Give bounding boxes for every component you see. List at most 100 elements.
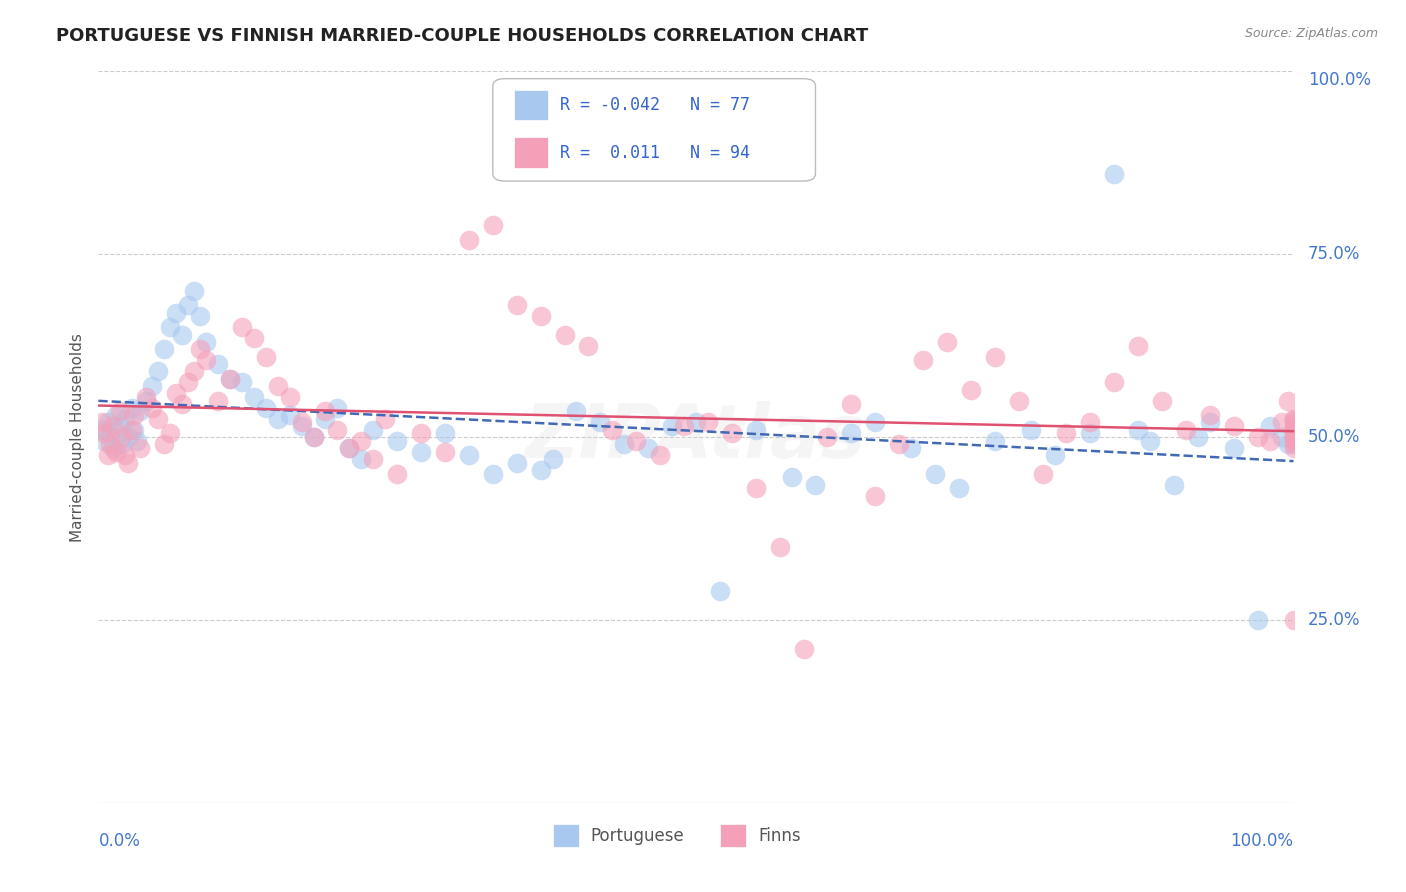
Point — [1277, 393, 1299, 408]
Point — [1282, 430, 1305, 444]
Point — [91, 416, 114, 430]
Point — [254, 350, 277, 364]
Point — [1056, 426, 1078, 441]
Point — [984, 434, 1007, 448]
Text: Portuguese: Portuguese — [591, 827, 685, 845]
Point — [278, 408, 301, 422]
Point — [745, 423, 768, 437]
Point — [267, 379, 290, 393]
Point — [114, 412, 136, 426]
Text: 50.0%: 50.0% — [1308, 428, 1360, 446]
Point — [411, 444, 433, 458]
Point — [1104, 167, 1126, 181]
Point — [1258, 419, 1281, 434]
Point — [912, 353, 935, 368]
Point — [97, 416, 120, 430]
Text: R = -0.042   N = 77: R = -0.042 N = 77 — [560, 96, 749, 114]
Point — [1282, 412, 1305, 426]
Point — [1223, 419, 1246, 434]
Text: Source: ZipAtlas.com: Source: ZipAtlas.com — [1244, 27, 1378, 40]
Point — [339, 441, 361, 455]
Point — [565, 404, 588, 418]
Point — [195, 334, 218, 349]
Point — [363, 423, 385, 437]
Point — [865, 416, 887, 430]
Point — [1043, 448, 1066, 462]
Point — [195, 353, 218, 368]
FancyBboxPatch shape — [494, 78, 815, 181]
Point — [121, 423, 143, 437]
Point — [326, 423, 349, 437]
Point — [721, 426, 744, 441]
Point — [141, 379, 163, 393]
Point — [1247, 430, 1270, 444]
Point — [183, 284, 205, 298]
Point — [530, 463, 553, 477]
Point — [326, 401, 349, 415]
Point — [129, 404, 152, 418]
Point — [188, 343, 211, 357]
Point — [1282, 423, 1305, 437]
Point — [1080, 426, 1102, 441]
Point — [350, 434, 373, 448]
Y-axis label: Married-couple Households: Married-couple Households — [69, 333, 84, 541]
Point — [948, 481, 970, 495]
Point — [219, 371, 242, 385]
Point — [111, 430, 134, 444]
Text: 0.0%: 0.0% — [98, 832, 141, 850]
Point — [936, 334, 959, 349]
Point — [129, 441, 152, 455]
Point — [1282, 419, 1305, 434]
Point — [1128, 338, 1150, 352]
Point — [1282, 437, 1305, 451]
Text: PORTUGUESE VS FINNISH MARRIED-COUPLE HOUSEHOLDS CORRELATION CHART: PORTUGUESE VS FINNISH MARRIED-COUPLE HOU… — [56, 27, 869, 45]
Point — [1008, 393, 1031, 408]
Point — [1163, 477, 1185, 491]
Point — [177, 375, 200, 389]
Point — [1199, 416, 1222, 430]
Point — [101, 419, 124, 434]
Point — [385, 467, 409, 481]
Point — [482, 467, 505, 481]
Point — [1282, 423, 1305, 437]
Point — [984, 350, 1007, 364]
Point — [458, 233, 481, 247]
Point — [148, 412, 170, 426]
Point — [207, 357, 229, 371]
Point — [613, 437, 636, 451]
Point — [1282, 430, 1305, 444]
Point — [97, 448, 120, 462]
Point — [900, 441, 922, 455]
Point — [769, 540, 792, 554]
Text: 25.0%: 25.0% — [1308, 611, 1361, 629]
Point — [183, 364, 205, 378]
Point — [841, 397, 863, 411]
Point — [188, 310, 211, 324]
Point — [506, 456, 529, 470]
Point — [578, 338, 600, 352]
Point — [363, 452, 385, 467]
Point — [1019, 423, 1042, 437]
Point — [1199, 408, 1222, 422]
Text: 100.0%: 100.0% — [1230, 832, 1294, 850]
Point — [117, 456, 139, 470]
Point — [98, 426, 122, 441]
Point — [159, 426, 181, 441]
Point — [165, 386, 187, 401]
Point — [434, 444, 457, 458]
Point — [637, 441, 659, 455]
Point — [960, 383, 983, 397]
Point — [172, 397, 194, 411]
Point — [506, 298, 529, 312]
Point — [1282, 613, 1305, 627]
Point — [1282, 423, 1305, 437]
Point — [889, 437, 911, 451]
Point — [93, 434, 115, 448]
Point — [114, 448, 136, 462]
Point — [1175, 423, 1198, 437]
Point — [93, 426, 115, 441]
Point — [817, 430, 839, 444]
Point — [1282, 423, 1305, 437]
Point — [1032, 467, 1054, 481]
Point — [91, 423, 114, 437]
